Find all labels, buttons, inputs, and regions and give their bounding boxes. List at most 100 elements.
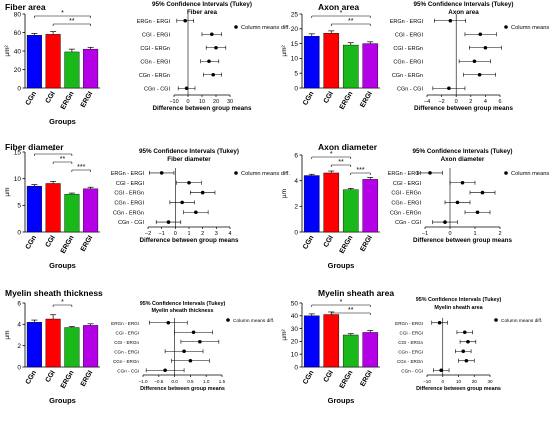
y-tick-label: 0: [294, 229, 298, 236]
bar-CGI: [45, 34, 61, 89]
y-axis-label: µm: [281, 189, 288, 198]
significance-label: *: [330, 151, 333, 158]
comparison-label: CGn - ERGI: [393, 59, 423, 65]
legend-marker: [226, 318, 230, 322]
ci-chart-title: 95% Confidence Intervals (Tukey): [413, 148, 513, 155]
x-tick-label: 2: [469, 99, 472, 105]
significance-label: **: [348, 18, 354, 25]
bar-chart-title: Axon diameter: [318, 142, 378, 152]
x-tick-label: CGn: [25, 235, 38, 251]
x-axis-label: Groups: [49, 261, 76, 270]
x-tick-label: ERGn: [60, 235, 76, 255]
x-axis-label: Difference between group means: [140, 386, 225, 392]
x-tick-label: CGn: [25, 91, 38, 107]
x-axis-label: Groups: [49, 396, 76, 405]
bar-ERGI: [362, 332, 379, 368]
bar-CGI: [45, 318, 61, 368]
mean-diff-point: [443, 220, 447, 224]
comparison-label: CGI - ERGn: [393, 46, 423, 52]
comparison-label: CGn - CGI: [117, 368, 139, 373]
x-tick-label: 4: [228, 231, 231, 237]
mean-diff-point: [480, 190, 485, 195]
significance-label: *: [340, 10, 343, 17]
legend-label: Column means diff.: [511, 171, 550, 177]
bar-ERGn: [342, 189, 359, 233]
x-tick-label: ERGI: [80, 234, 95, 252]
x-tick-label: 10: [456, 379, 462, 384]
ci-chart-title: 95% Confidence Intervals (Tukey): [416, 297, 502, 303]
mean-diff-point: [191, 330, 196, 335]
x-tick-label: 1.5: [219, 379, 226, 384]
x-tick-label: 0: [186, 99, 189, 105]
ci-chart-title: 95% Confidence Intervals (Tukey): [152, 1, 252, 8]
y-tick-label: 4: [17, 322, 21, 329]
x-tick-label: −1: [159, 231, 165, 237]
mean-diff-point: [439, 368, 443, 373]
mean-diff-point: [477, 72, 482, 77]
bar-CGn: [303, 315, 320, 368]
y-tick-label: 2: [294, 204, 298, 211]
bar-chart-title: Fiber area: [5, 2, 46, 12]
x-tick-label: ERGI: [80, 369, 95, 387]
mean-diff-point: [447, 86, 451, 91]
x-tick-label: −10: [169, 99, 178, 105]
comparison-label: CGn - ERGn: [397, 359, 423, 364]
mean-diff-point: [159, 171, 164, 175]
mean-diff-point: [461, 349, 466, 354]
x-tick-label: CGI: [45, 90, 57, 104]
significance-label: *: [61, 299, 64, 306]
x-tick-label: 30: [487, 379, 493, 384]
significance-label: *: [52, 148, 55, 155]
significance-label: **: [338, 159, 344, 166]
y-tick-label: 10: [14, 176, 22, 183]
legend-label: Column means diff.: [241, 171, 290, 177]
x-axis-label: Groups: [328, 396, 355, 405]
ci-chart-10: 95% Confidence Intervals (Tukey)Myelin s…: [111, 301, 274, 392]
comparison-label: CGI - ERGI: [393, 181, 422, 187]
significance-label: **: [60, 156, 66, 163]
comparison-label: CGn - ERGI: [114, 200, 144, 206]
x-tick-label: 2: [498, 231, 501, 237]
x-tick-label: ERGn: [60, 370, 76, 390]
y-axis-label: µm²: [4, 45, 11, 57]
x-tick-label: −2: [145, 231, 151, 237]
comparison-label: CGI - ERGI: [395, 32, 424, 38]
mean-diff-point: [211, 72, 215, 77]
comparison-label: CGn - CGI: [401, 368, 423, 373]
bar-ERGn: [342, 334, 359, 368]
ci-chart-title: 95% Confidence Intervals (Tukey): [414, 1, 514, 8]
y-tick-label: 0: [17, 229, 21, 236]
legend-label: Column means diff.: [241, 25, 290, 31]
x-tick-label: ERGI: [359, 369, 374, 387]
y-axis-label: µm: [4, 187, 11, 196]
x-axis-label: Groups: [328, 261, 355, 270]
mean-diff-point: [182, 349, 186, 354]
mean-diff-point: [210, 32, 214, 37]
x-tick-label: −0.5: [154, 379, 164, 384]
legend-marker: [234, 171, 238, 175]
comparison-label: CGI - ERGI: [142, 32, 171, 38]
mean-diff-point: [194, 210, 198, 215]
legend-marker: [494, 318, 498, 322]
mean-diff-point: [460, 180, 465, 185]
ci-chart-6: 95% Confidence Intervals (Tukey)Fiber di…: [111, 148, 291, 244]
x-axis-label: Difference between group means: [152, 105, 252, 112]
comparison-label: CGI - ERGn: [114, 340, 139, 345]
x-tick-label: ERGn: [339, 235, 355, 255]
mean-diff-point: [183, 18, 187, 23]
comparison-label: CGI - ERGn: [140, 46, 170, 52]
bar-chart-1: Fiber area 0 20 40 60 80 µm² CGn CGI ERGn ERGI Grou…: [4, 2, 100, 126]
bar-CGI: [323, 33, 340, 89]
bar-ERGn: [342, 44, 359, 89]
x-tick-label: −10: [423, 379, 431, 384]
y-tick-label: 0: [294, 364, 298, 371]
y-tick-label: 6: [17, 300, 21, 307]
y-tick-label: 5: [294, 71, 298, 78]
mean-diff-point: [455, 200, 460, 205]
x-tick-label: 0: [174, 231, 177, 237]
y-tick-label: 50: [291, 300, 299, 307]
x-tick-label: 20: [213, 99, 219, 105]
x-tick-label: 0.0: [171, 379, 178, 384]
significance-label: ***: [77, 164, 85, 171]
ci-chart-title: 95% Confidence Intervals (Tukey): [139, 148, 239, 155]
